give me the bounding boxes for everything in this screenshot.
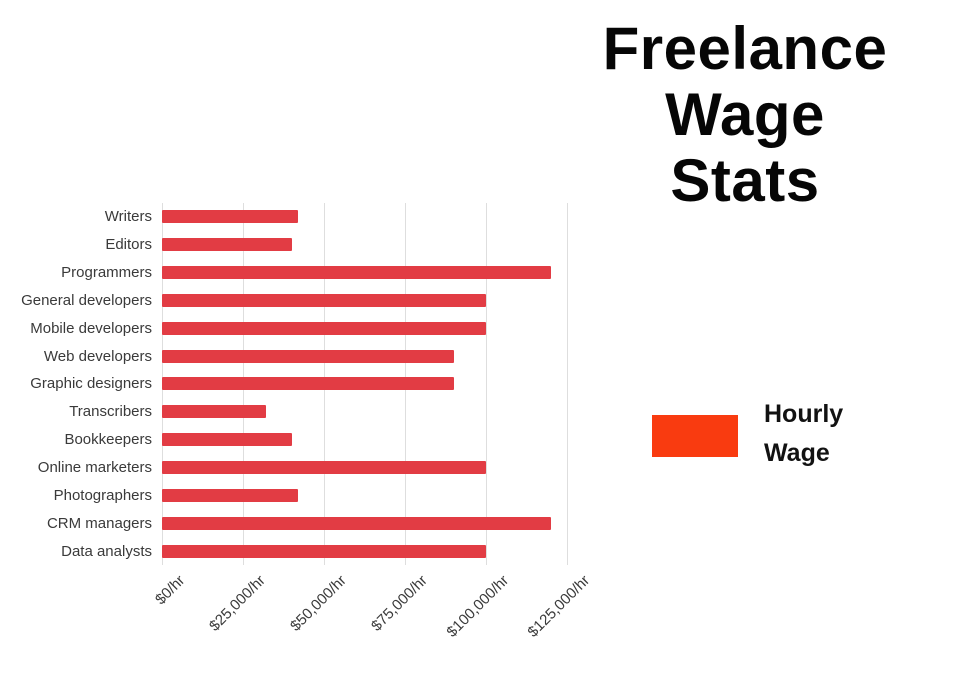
bar [162,293,486,307]
bar [162,266,551,280]
category-label: Web developers [43,347,152,365]
bar-row [162,481,567,509]
gridline [567,203,568,565]
category-label: Data analysts [61,542,152,560]
x-tick-label: $125,000/hr [524,572,594,641]
chart-title: Freelance Wage Stats [558,16,932,214]
x-tick-label: $75,000/hr [368,572,432,635]
bar-row [162,509,567,537]
plot-area [162,203,568,565]
chart-title-line-1: Freelance [602,15,888,82]
category-label: CRM managers [46,514,152,532]
category-label: Transcribers [69,403,152,421]
bar-row [162,203,567,231]
bar [162,405,266,419]
gridline [486,203,487,565]
bar [162,488,299,502]
x-tick-label: $50,000/hr [287,572,351,635]
category-label: Writers [104,208,152,226]
legend-swatch [652,415,738,457]
category-label: Editors [105,236,152,254]
bar-row [162,287,567,315]
bar-row [162,259,567,287]
category-label: Bookkeepers [64,431,152,449]
bar [162,321,486,335]
x-tick-label: $25,000/hr [206,572,270,635]
x-axis-ticks: $0/hr $25,000/hr $50,000/hr $75,000/hr $100,… [152,572,593,672]
category-axis: Writers Editors Programmers General develop… [0,203,152,565]
bar-row [162,314,567,342]
bar-row [162,231,567,259]
category-label: Photographers [53,486,152,504]
category-label: Graphic designers [30,375,152,393]
x-tick-label: $0/hr [151,572,189,609]
bar-row [162,454,567,482]
bar [162,433,292,447]
chart-title-line-2: Wage [665,81,825,148]
chart-title-line-3: Stats [670,147,820,214]
bar-row [162,370,567,398]
bar [162,461,486,475]
bar-row [162,537,567,565]
category-label: Online marketers [37,459,152,477]
bar [162,210,299,224]
bar [162,377,454,391]
bar [162,349,454,363]
bar-row [162,426,567,454]
bar-row [162,342,567,370]
category-label: Programmers [61,264,152,282]
category-label: Mobile developers [30,319,152,337]
bar [162,516,551,530]
x-tick-label: $100,000/hr [443,572,513,641]
legend-label: Hourly Wage [764,400,844,467]
bar-row [162,398,567,426]
category-label: General developers [21,291,152,309]
bar [162,544,486,558]
bar [162,238,292,252]
